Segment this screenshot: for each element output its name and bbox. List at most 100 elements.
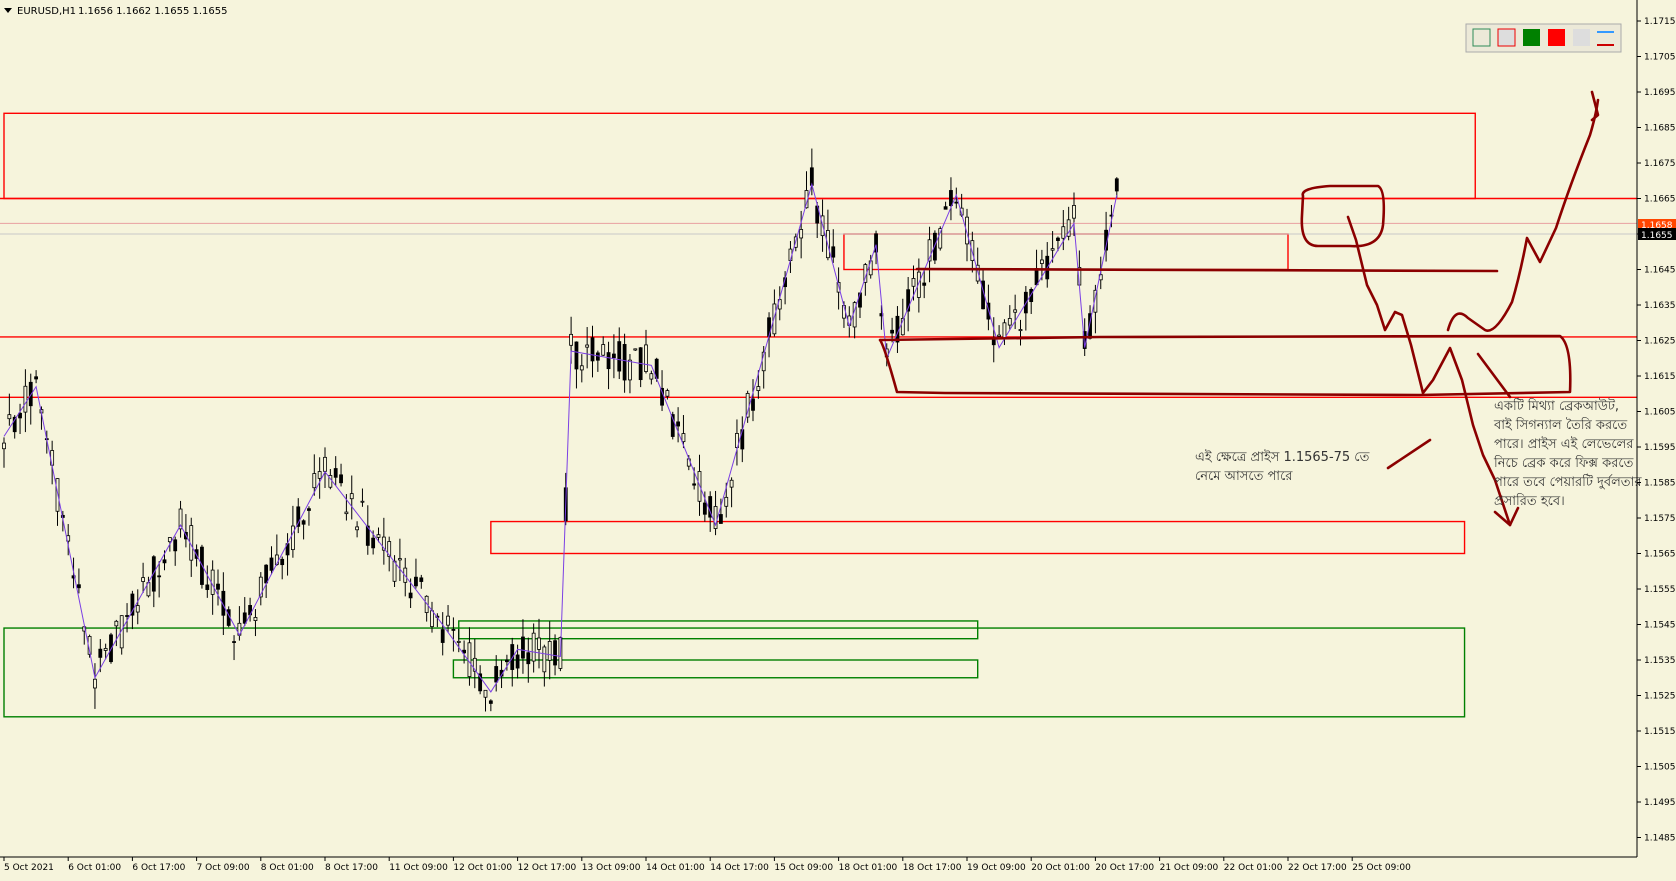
candle-body [456, 640, 461, 643]
candle-body [579, 365, 584, 371]
symbol-label: EURUSD,H1 [17, 6, 76, 17]
x-tick-label: 12 Oct 17:00 [518, 863, 577, 873]
candle [1040, 249, 1044, 281]
candle-body [387, 541, 392, 557]
drawing-range-box [878, 334, 1572, 397]
x-tick-label: 7 Oct 09:00 [197, 863, 250, 873]
candle [151, 555, 156, 608]
candle-body [483, 689, 488, 698]
candle-body [307, 508, 311, 511]
candle [965, 208, 969, 262]
x-tick-label: 11 Oct 09:00 [389, 863, 448, 873]
candle-body [162, 559, 167, 564]
candle-body [799, 229, 804, 239]
candle [472, 638, 477, 689]
candle-body [414, 576, 418, 587]
candle [1056, 236, 1060, 252]
candle [665, 388, 670, 400]
candle [419, 574, 424, 589]
x-tick-label: 14 Oct 17:00 [710, 863, 769, 873]
candle [242, 597, 247, 627]
candle-body [103, 648, 108, 651]
candle-body [943, 206, 948, 210]
candle [103, 643, 108, 660]
bid-price-tag: 1.1655 [1638, 228, 1676, 241]
candle-body [114, 620, 119, 627]
candle-body [521, 636, 525, 659]
candle-body [333, 468, 338, 478]
candle [622, 333, 627, 393]
candle [606, 341, 611, 390]
candle [253, 609, 258, 637]
candle [1029, 287, 1034, 314]
y-tick-label: 1.1495 [1644, 798, 1676, 808]
y-tick-label: 1.1605 [1644, 408, 1676, 418]
y-tick-label: 1.1695 [1644, 88, 1676, 98]
candle [922, 268, 927, 299]
drawing-pointer-line [1386, 438, 1432, 470]
x-tick-label: 15 Oct 09:00 [774, 863, 833, 873]
annotation-right-line-5: পারে তবে পেয়ারটি দুর্বলতার [1494, 474, 1642, 490]
line-style-icon[interactable] [1597, 31, 1614, 46]
y-tick-label: 1.1715 [1644, 17, 1676, 27]
x-tick-label: 22 Oct 01:00 [1224, 863, 1283, 873]
candle [906, 276, 911, 332]
dropdown-triangle-icon[interactable] [4, 8, 12, 13]
candle [719, 498, 723, 524]
drawing-toolbar[interactable] [1465, 23, 1622, 53]
candle-body [606, 352, 611, 370]
candle-body [612, 353, 616, 359]
candle-body [724, 496, 729, 507]
candle-body [665, 390, 670, 397]
x-tick-label: 6 Oct 01:00 [68, 863, 121, 873]
candle-body [756, 386, 761, 392]
candle [1050, 231, 1055, 263]
candle-body [167, 537, 172, 543]
candle [312, 454, 317, 496]
candle [446, 605, 450, 633]
candle-body [1007, 318, 1012, 326]
annotation-right-line-2: বাই সিগন্যাল তৈরি করতে [1493, 417, 1627, 433]
candle-body [1061, 226, 1066, 239]
candle-body [1013, 309, 1018, 313]
candle [890, 317, 894, 343]
candle [1061, 210, 1066, 251]
candle [649, 370, 654, 385]
red-outline-box-icon[interactable] [1497, 28, 1516, 47]
candle [644, 329, 648, 374]
candle-body [504, 659, 509, 663]
candle-body [381, 536, 386, 551]
candle-body [1050, 248, 1055, 251]
candle [574, 341, 579, 389]
outline-box-icon[interactable] [1472, 28, 1491, 47]
x-tick-label: 12 Oct 01:00 [453, 863, 512, 873]
candle [414, 558, 418, 589]
candle [18, 403, 22, 434]
y-tick-label: 1.1505 [1644, 763, 1676, 773]
blank-swatch-icon[interactable] [1573, 29, 1590, 46]
red-fill-icon[interactable] [1548, 29, 1565, 46]
candle [927, 226, 932, 283]
candle-body [1114, 178, 1119, 192]
candle-body [692, 483, 697, 486]
candle-body [927, 239, 932, 262]
candle-body [216, 583, 220, 590]
candle [537, 618, 541, 669]
green-fill-icon[interactable] [1523, 29, 1540, 46]
x-tick-label: 8 Oct 01:00 [261, 863, 314, 873]
candle [772, 289, 777, 337]
candle-body [253, 617, 258, 621]
candle [515, 644, 520, 679]
candle-body [628, 359, 632, 381]
x-tick-label: 6 Oct 17:00 [132, 863, 185, 873]
candle [590, 325, 595, 378]
candle [601, 336, 606, 356]
candle [751, 379, 755, 422]
x-tick-label: 18 Oct 17:00 [903, 863, 962, 873]
candle-body [467, 642, 472, 677]
candle-body [280, 558, 285, 566]
candle [1007, 305, 1012, 330]
